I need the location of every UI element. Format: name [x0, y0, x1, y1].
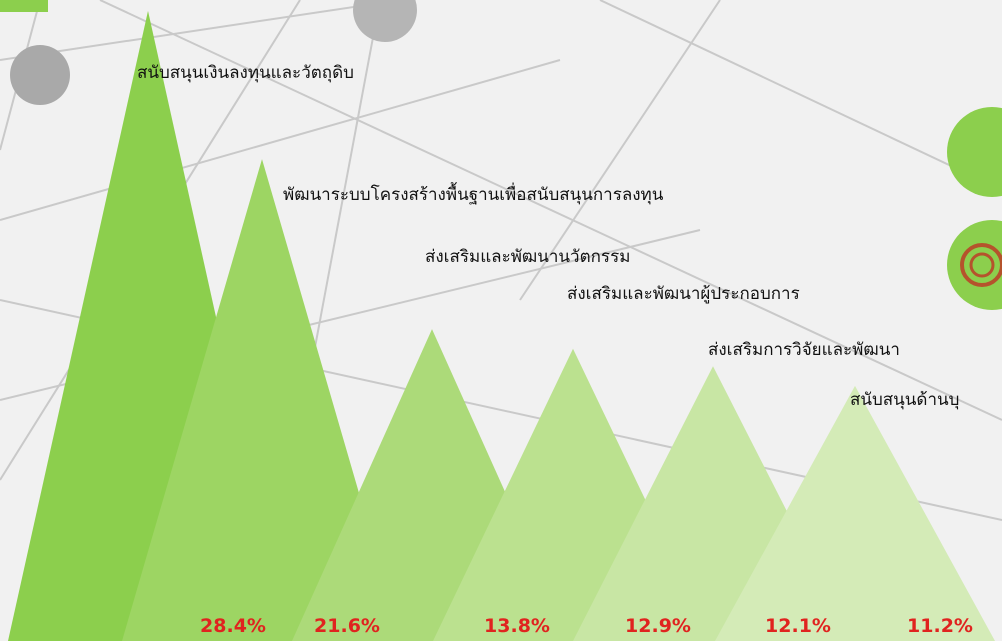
node — [10, 45, 70, 105]
peak — [715, 385, 995, 641]
peak — [122, 159, 402, 641]
icon-circle — [947, 107, 1002, 197]
category-label: ส่งเสริมและพัฒนาผู้ประกอบการ — [567, 284, 800, 304]
icon-circle — [947, 220, 1002, 310]
target-icon — [969, 252, 995, 278]
value-label: 11.2% — [907, 615, 973, 637]
value-label: 12.1% — [765, 615, 831, 637]
value-label: 28.4% — [200, 615, 266, 637]
category-label: สนับสนุนด้านบุ — [850, 390, 959, 410]
value-label: 12.9% — [625, 615, 691, 637]
value-label: 21.6% — [314, 615, 380, 637]
category-label: สนับสนุนเงินลงทุนและวัตถุดิบ — [137, 63, 354, 83]
node — [353, 0, 417, 42]
category-label: ส่งเสริมและพัฒนานวัตกรรม — [425, 247, 630, 267]
value-label: 13.8% — [484, 615, 550, 637]
category-label: พัฒนาระบบโครงสร้างพื้นฐานเพื่อสนับสนุนกา… — [283, 182, 664, 205]
category-label: ส่งเสริมการวิจัยและพัฒนา — [708, 340, 900, 360]
corner-block — [0, 0, 48, 12]
target-icon — [960, 243, 1002, 287]
